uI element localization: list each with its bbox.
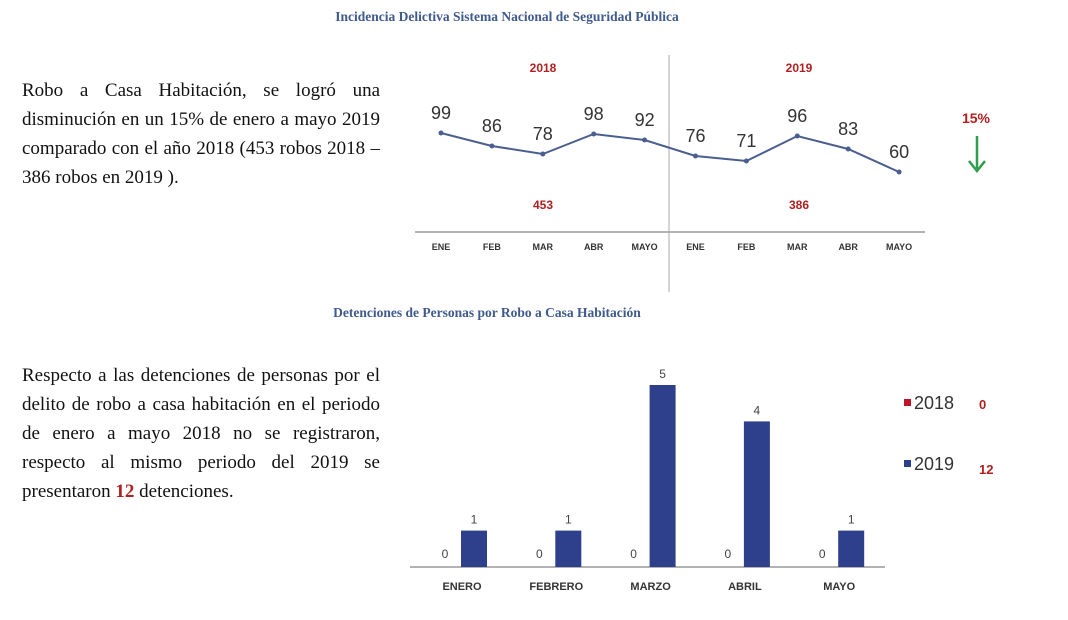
bar-2019: [649, 385, 676, 567]
line-data-label: 86: [482, 116, 502, 136]
legend-total: 12: [979, 462, 993, 477]
bar-x-tick-label: FEBRERO: [529, 581, 583, 593]
bar-2019: [555, 530, 582, 567]
bar-x-tick-label: MARZO: [630, 581, 671, 593]
line-data-label: 83: [838, 119, 858, 139]
line-point: [896, 169, 902, 175]
arrow-down-icon: [968, 136, 986, 174]
line-data-label: 78: [533, 124, 553, 144]
legend-swatch: [904, 399, 911, 406]
bar-2019-label: 5: [659, 367, 666, 381]
line-data-label: 98: [584, 104, 604, 124]
arrests-summary-text: Respecto a las detenciones de personas p…: [22, 361, 380, 506]
line-series: [440, 132, 900, 173]
line-x-tick-label: MAYO: [886, 242, 912, 252]
line-point: [845, 146, 851, 152]
decrease-percent: 15%: [962, 110, 991, 126]
bar-2018-label: 0: [442, 547, 449, 561]
line-point: [489, 143, 495, 149]
line-point: [438, 130, 444, 136]
line-x-tick-label: MAR: [787, 242, 808, 252]
line-point: [693, 153, 698, 159]
line-point: [642, 137, 648, 143]
bar-2018-label: 0: [725, 547, 732, 561]
bar-2019: [838, 530, 865, 567]
bar-2018-label: 0: [630, 547, 637, 561]
arrests-count: 12: [115, 481, 135, 502]
year-total: 386: [789, 198, 809, 212]
arrests-text-end: detenciones.: [134, 481, 234, 502]
bar-2019-label: 4: [754, 403, 761, 417]
line-data-label: 92: [635, 110, 655, 130]
bar-2018-label: 0: [819, 547, 826, 561]
line-x-tick-label: MAYO: [632, 242, 658, 252]
legend-label: 2018: [914, 393, 954, 413]
line-point: [591, 131, 597, 137]
year-label: 2019: [786, 61, 813, 75]
line-data-label: 96: [787, 106, 807, 126]
legend-label: 2019: [914, 454, 954, 474]
line-x-tick-label: FEB: [483, 242, 502, 252]
line-x-tick-label: ENE: [686, 242, 705, 252]
legend-total: 0: [979, 397, 986, 412]
arrests-text-body: Respecto a las detenciones de personas p…: [22, 365, 380, 502]
bar-2019: [461, 530, 487, 567]
line-x-tick-label: MAR: [533, 242, 554, 252]
line-point: [743, 158, 749, 164]
bar-x-tick-label: MAYO: [823, 581, 855, 593]
line-x-tick-label: ENE: [432, 242, 451, 252]
line-data-label: 76: [685, 126, 705, 146]
bar-2019: [743, 421, 770, 567]
line-x-tick-label: ABR: [584, 242, 604, 252]
bar-2018-label: 0: [536, 547, 543, 561]
line-x-tick-label: FEB: [737, 242, 756, 252]
bar-2019-label: 1: [848, 513, 855, 527]
line-data-label: 99: [431, 103, 451, 123]
bar-chart-title: Detenciones de Personas por Robo a Casa …: [333, 305, 641, 320]
bar-x-tick-label: ABRIL: [728, 581, 762, 593]
robbery-summary-text: Robo a Casa Habitación, se logró una dis…: [22, 80, 380, 188]
legend-swatch: [904, 460, 911, 467]
line-chart-title: Incidencia Delictiva Sistema Nacional de…: [335, 9, 679, 24]
line-x-tick-label: ABR: [838, 242, 858, 252]
line-data-label: 71: [736, 131, 756, 151]
line-data-label: 60: [889, 142, 909, 162]
year-label: 2018: [530, 61, 557, 75]
bar-2019-label: 1: [471, 513, 478, 527]
line-point: [540, 151, 546, 157]
year-total: 453: [533, 198, 553, 212]
line-point: [794, 133, 800, 139]
bar-2019-label: 1: [565, 513, 572, 527]
bar-x-tick-label: ENERO: [442, 581, 482, 593]
